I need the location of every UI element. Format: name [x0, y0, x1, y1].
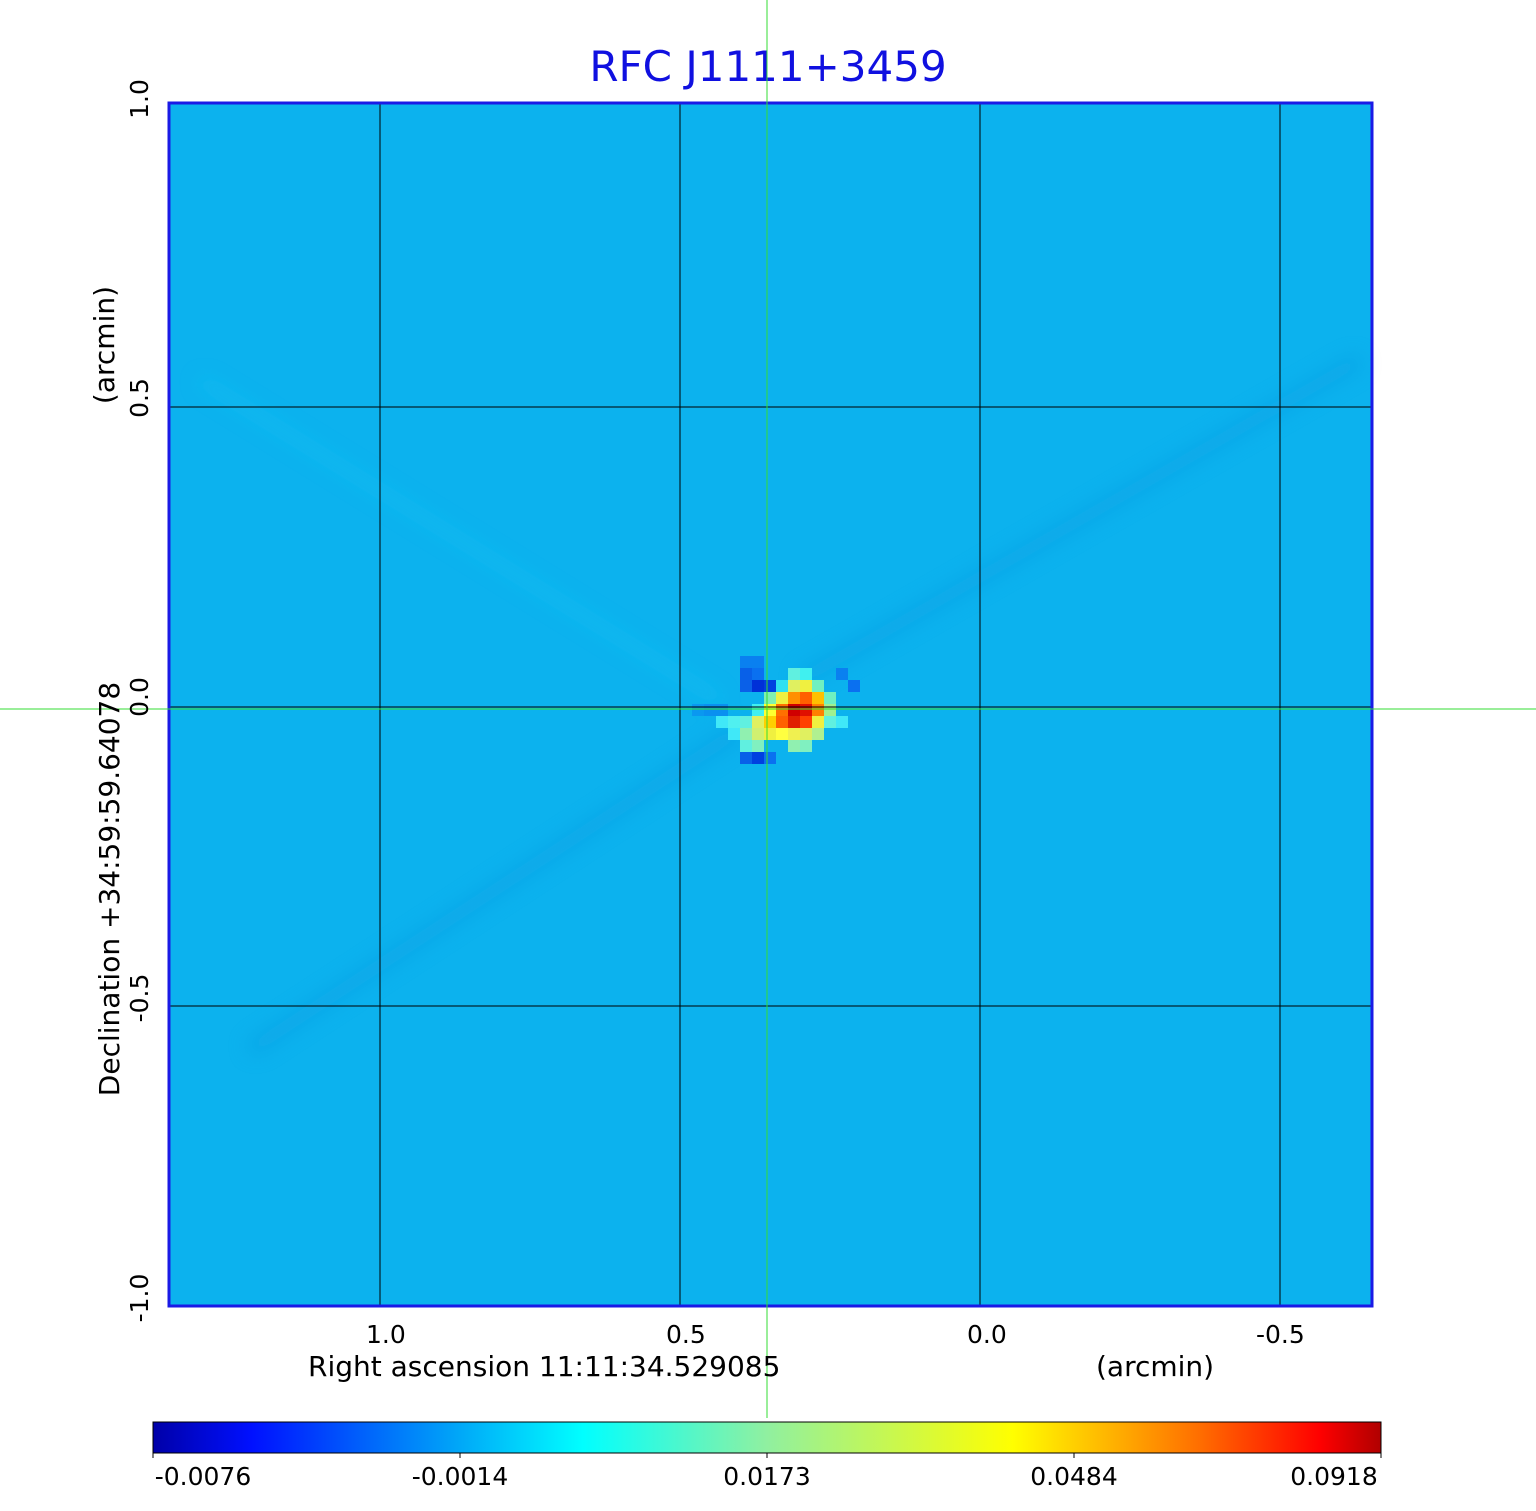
map-pixel — [764, 716, 776, 728]
map-pixel — [776, 704, 788, 716]
map-pixel — [788, 668, 800, 680]
colorbar-label: -0.0014 — [411, 1462, 509, 1491]
x-axis-unit: (arcmin) — [1096, 1350, 1215, 1383]
map-pixel — [740, 680, 752, 692]
map-pixel — [848, 680, 860, 692]
map-pixel — [800, 740, 812, 752]
grid-lines — [168, 102, 1372, 1306]
map-pixel — [800, 668, 812, 680]
map-pixel — [764, 752, 776, 764]
map-pixel — [692, 704, 704, 716]
colorbar-label: 0.0918 — [1290, 1462, 1378, 1491]
map-pixel — [752, 752, 764, 764]
chart-title: RFC J1111+3459 — [589, 42, 947, 91]
y-tick-label: -0.5 — [125, 973, 154, 1023]
plot-frame — [167, 101, 1374, 1308]
map-pixel — [752, 728, 764, 740]
map-pixel — [788, 728, 800, 740]
y-axis-unit: (arcmin) — [88, 285, 121, 405]
map-pixel — [788, 740, 800, 752]
sidelobe-streaks — [197, 353, 1364, 1056]
map-pixel — [728, 728, 740, 740]
map-pixel — [752, 704, 764, 716]
map-pixel — [788, 680, 800, 692]
map-pixel — [752, 680, 764, 692]
colorbar-label: 0.0484 — [1030, 1462, 1118, 1491]
map-pixel — [824, 716, 836, 728]
map-pixel — [812, 680, 824, 692]
map-pixel — [740, 716, 752, 728]
map-pixel — [716, 716, 728, 728]
map-pixel — [800, 716, 812, 728]
x-tick-label: 1.0 — [366, 1320, 406, 1349]
map-pixel — [812, 704, 824, 716]
map-pixel — [836, 716, 848, 728]
colorbar — [152, 1421, 1382, 1454]
map-pixel — [764, 728, 776, 740]
colorbar-label: -0.0076 — [154, 1462, 252, 1491]
colorbar-ticks — [152, 1453, 1382, 1458]
map-pixel — [788, 704, 800, 716]
x-axis-label: Right ascension 11:11:34.529085 — [308, 1350, 781, 1383]
map-pixel — [752, 740, 764, 752]
map-pixel — [776, 692, 788, 704]
map-pixel — [788, 692, 800, 704]
map-pixel — [812, 692, 824, 704]
map-pixel — [776, 680, 788, 692]
map-pixel — [740, 728, 752, 740]
map-pixel — [740, 740, 752, 752]
map-pixel — [776, 716, 788, 728]
map-pixel — [716, 704, 728, 716]
map-pixel — [812, 728, 824, 740]
map-pixel — [740, 752, 752, 764]
map-pixel — [752, 668, 764, 680]
map-pixel — [752, 656, 764, 668]
map-pixel — [740, 656, 752, 668]
map-pixel — [764, 692, 776, 704]
map-pixel — [764, 704, 776, 716]
x-tick-label: 0.0 — [967, 1320, 1007, 1349]
map-pixel — [824, 692, 836, 704]
map-pixel — [764, 680, 776, 692]
y-axis-label: Declination +34:59:59.64078 — [93, 681, 126, 1097]
map-pixel — [788, 716, 800, 728]
y-tick-label: -1.0 — [125, 1273, 154, 1323]
colorbar-label: 0.0173 — [723, 1462, 811, 1491]
map-pixel — [836, 668, 848, 680]
map-pixel — [800, 704, 812, 716]
y-tick-label: 0.5 — [125, 378, 154, 418]
map-pixel — [812, 716, 824, 728]
map-pixel — [704, 704, 716, 716]
map-pixel — [728, 716, 740, 728]
map-pixel — [740, 668, 752, 680]
map-pixel — [800, 680, 812, 692]
x-tick-label: -0.5 — [1256, 1320, 1305, 1349]
y-tick-label: 0.0 — [125, 677, 154, 717]
y-tick-label: 1.0 — [125, 79, 154, 119]
map-pixel — [776, 728, 788, 740]
map-pixel — [752, 716, 764, 728]
source-blob — [692, 656, 860, 764]
x-tick-label: 0.5 — [666, 1320, 706, 1349]
map-pixel — [800, 728, 812, 740]
map-pixel — [824, 704, 836, 716]
map-pixel — [800, 692, 812, 704]
